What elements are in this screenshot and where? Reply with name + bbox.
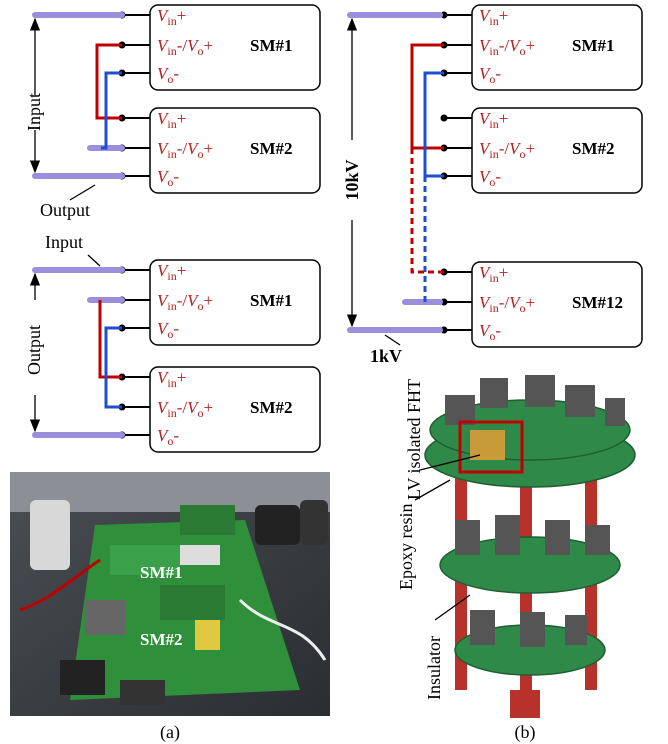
port-sign: -/ (499, 36, 510, 55)
port-subscript: in (489, 44, 498, 58)
caption: (b) (515, 722, 536, 743)
port-subscript: in (167, 14, 176, 28)
port-subscript: in (489, 271, 498, 285)
port-sign: + (204, 36, 214, 55)
port-label: Vin-/Vo+ (479, 139, 535, 161)
port-subscript: in (489, 301, 498, 315)
port-sign: + (177, 6, 187, 25)
input-label: Input (45, 232, 83, 252)
module-name: SM#2 (250, 398, 293, 417)
photo-label: Epoxy resin (396, 504, 416, 590)
wire (70, 185, 95, 200)
port-subscript: in (167, 406, 176, 420)
port-sign: -/ (177, 36, 188, 55)
port-label: Vin-/Vo+ (479, 293, 535, 315)
port-subscript: in (167, 376, 176, 390)
port-subscript: in (167, 44, 176, 58)
port-sign: + (526, 36, 536, 55)
port-subscript: in (167, 269, 176, 283)
terminal (441, 115, 448, 122)
figure: Vin+Vin-/Vo+Vo-SM#1Vin+Vin-/Vo+Vo-SM#2In… (0, 0, 668, 744)
port-label: Vin-/Vo+ (157, 291, 213, 313)
wire (100, 300, 122, 377)
low-voltage-label: 1kV (370, 346, 402, 366)
port-label: Vin-/Vo+ (157, 36, 213, 58)
photo-label: SM#1 (140, 563, 183, 582)
wire (88, 255, 100, 266)
port-sign: - (495, 64, 501, 83)
port-sign: - (173, 426, 179, 445)
output-label: Output (40, 200, 90, 220)
port-sign: -/ (499, 293, 510, 312)
port-sign: - (495, 321, 501, 340)
port-sign: - (495, 167, 501, 186)
photo-label: SM#2 (140, 630, 183, 649)
wire (412, 148, 444, 272)
output-label: Output (24, 325, 44, 375)
module-name: SM#1 (250, 291, 293, 310)
wire (385, 335, 400, 345)
port-sign: + (177, 368, 187, 387)
wire (106, 328, 122, 407)
port-subscript: in (167, 147, 176, 161)
port-sign: - (173, 319, 179, 338)
port-sign: -/ (177, 139, 188, 158)
module-name: SM#2 (250, 139, 293, 158)
port-label: Vin-/Vo+ (157, 398, 213, 420)
caption: (a) (160, 722, 180, 743)
port-sign: + (499, 109, 509, 128)
port-sign: + (204, 291, 214, 310)
port-sign: + (204, 398, 214, 417)
port-sign: + (499, 263, 509, 282)
photo-a (10, 472, 330, 716)
port-subscript: in (489, 147, 498, 161)
port-sign: + (526, 293, 536, 312)
port-sign: + (177, 261, 187, 280)
photo-label: LV isolated FHT (404, 379, 424, 500)
port-sign: + (177, 109, 187, 128)
port-subscript: in (489, 117, 498, 131)
port-sign: -/ (177, 291, 188, 310)
input-label: Input (24, 93, 44, 131)
port-label: Vin-/Vo+ (157, 139, 213, 161)
high-voltage-label: 10kV (342, 159, 362, 200)
module-name: SM#12 (572, 293, 623, 312)
port-subscript: in (167, 299, 176, 313)
wire (412, 45, 444, 148)
port-sign: + (499, 6, 509, 25)
wire (97, 45, 122, 118)
wire (425, 73, 444, 176)
photo-label: Insulator (424, 636, 444, 700)
port-subscript: in (167, 117, 176, 131)
port-sign: -/ (499, 139, 510, 158)
photo-b (415, 375, 635, 718)
port-sign: + (204, 139, 214, 158)
port-sign: - (173, 167, 179, 186)
module-name: SM#1 (572, 36, 615, 55)
port-sign: -/ (177, 398, 188, 417)
port-sign: - (173, 64, 179, 83)
port-subscript: in (489, 14, 498, 28)
module-name: SM#2 (572, 139, 615, 158)
port-sign: + (526, 139, 536, 158)
module-name: SM#1 (250, 36, 293, 55)
wire (101, 73, 122, 148)
port-label: Vin-/Vo+ (479, 36, 535, 58)
